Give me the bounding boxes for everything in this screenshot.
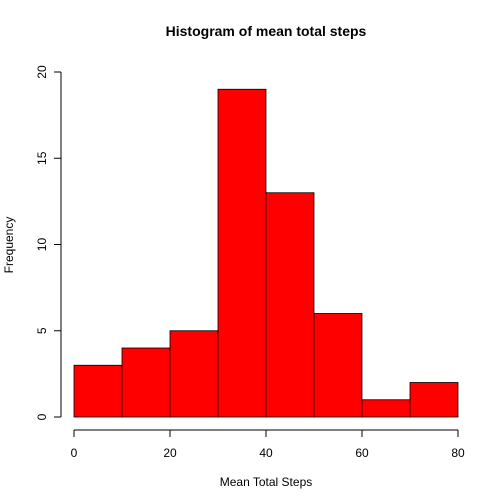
y-tick-label-1: 5 — [35, 327, 49, 334]
histogram-bar-1 — [121, 347, 171, 418]
histogram-bar-4 — [265, 192, 315, 418]
y-tick-label-0: 0 — [35, 413, 49, 420]
x-tick-label-0: 0 — [71, 446, 78, 460]
x-tick-label-3: 60 — [355, 446, 369, 460]
x-tick-label-4: 80 — [451, 446, 465, 460]
y-tick-label-2: 10 — [35, 238, 49, 252]
histogram-bar-5 — [313, 313, 363, 418]
chart-title: Histogram of mean total steps — [166, 23, 367, 39]
y-axis-title: Frequency — [2, 217, 16, 274]
y-tick-label-3: 15 — [35, 151, 49, 165]
y-tick-label-4: 20 — [35, 65, 49, 79]
x-axis: 0 20 40 60 80 — [71, 429, 465, 460]
histogram-bar-6 — [361, 399, 411, 418]
x-tick-label-1: 20 — [163, 446, 177, 460]
histogram-bar-3 — [217, 88, 267, 418]
y-axis: 0 5 10 15 20 — [35, 65, 62, 420]
histogram-bar-7 — [409, 382, 459, 418]
histogram-bar-2 — [169, 330, 219, 418]
bars-group — [73, 88, 459, 418]
x-tick-label-2: 40 — [259, 446, 273, 460]
histogram-bar-0 — [73, 364, 123, 418]
x-axis-title: Mean Total Steps — [220, 475, 313, 489]
